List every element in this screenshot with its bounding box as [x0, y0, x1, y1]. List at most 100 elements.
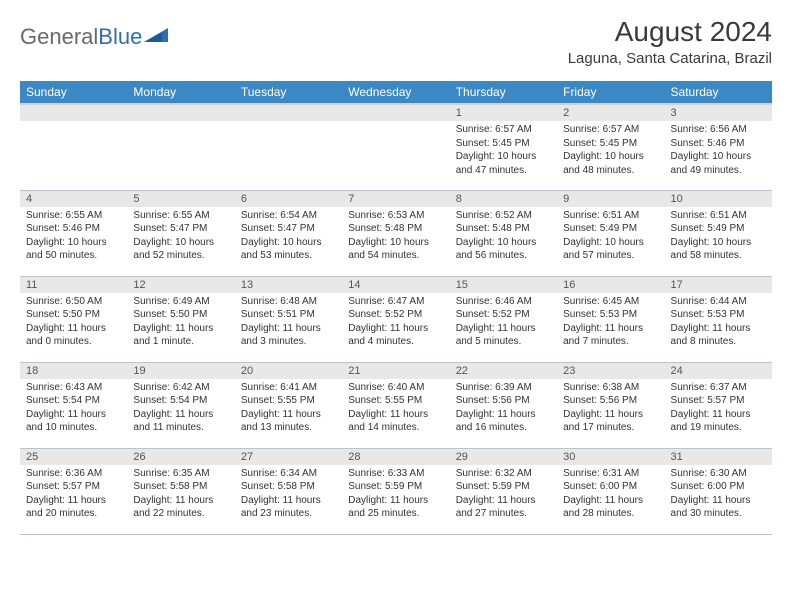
sunrise-text: Sunrise: 6:38 AM: [563, 381, 658, 395]
day-number: 30: [557, 449, 664, 465]
daylight-text: Daylight: 11 hours and 22 minutes.: [133, 494, 228, 521]
day-content: Sunrise: 6:43 AMSunset: 5:54 PMDaylight:…: [20, 379, 127, 439]
sunrise-text: Sunrise: 6:57 AM: [563, 123, 658, 137]
calendar-cell: 16Sunrise: 6:45 AMSunset: 5:53 PMDayligh…: [557, 276, 664, 362]
day-content: Sunrise: 6:50 AMSunset: 5:50 PMDaylight:…: [20, 293, 127, 353]
day-number: 15: [450, 277, 557, 293]
sunrise-text: Sunrise: 6:50 AM: [26, 295, 121, 309]
day-number: 3: [665, 105, 772, 121]
calendar-cell: 5Sunrise: 6:55 AMSunset: 5:47 PMDaylight…: [127, 190, 234, 276]
sunset-text: Sunset: 5:52 PM: [456, 308, 551, 322]
sunrise-text: Sunrise: 6:39 AM: [456, 381, 551, 395]
calendar-cell: 9Sunrise: 6:51 AMSunset: 5:49 PMDaylight…: [557, 190, 664, 276]
day-content: Sunrise: 6:36 AMSunset: 5:57 PMDaylight:…: [20, 465, 127, 525]
calendar-cell: 29Sunrise: 6:32 AMSunset: 5:59 PMDayligh…: [450, 448, 557, 534]
day-number: [342, 105, 449, 121]
sunrise-text: Sunrise: 6:33 AM: [348, 467, 443, 481]
sunrise-text: Sunrise: 6:40 AM: [348, 381, 443, 395]
day-content: Sunrise: 6:31 AMSunset: 6:00 PMDaylight:…: [557, 465, 664, 525]
calendar-row: 1Sunrise: 6:57 AMSunset: 5:45 PMDaylight…: [20, 104, 772, 190]
sunrise-text: Sunrise: 6:34 AM: [241, 467, 336, 481]
sunset-text: Sunset: 5:49 PM: [563, 222, 658, 236]
daylight-text: Daylight: 11 hours and 28 minutes.: [563, 494, 658, 521]
day-content: [235, 121, 342, 127]
day-number: [235, 105, 342, 121]
sunset-text: Sunset: 5:48 PM: [456, 222, 551, 236]
calendar-cell: 20 Sunrise: 6:41 AMSunset: 5:55 PMDayligh…: [235, 362, 342, 448]
day-number: 12: [127, 277, 234, 293]
day-content: Sunrise: 6:56 AMSunset: 5:46 PMDaylight:…: [665, 121, 772, 181]
day-number: 2: [557, 105, 664, 121]
sunrise-text: Sunrise: 6:52 AM: [456, 209, 551, 223]
day-number: 31: [665, 449, 772, 465]
weekday-header: Monday: [127, 81, 234, 104]
calendar-cell: [20, 104, 127, 190]
calendar-cell: 24Sunrise: 6:37 AMSunset: 5:57 PMDayligh…: [665, 362, 772, 448]
calendar-cell: 17Sunrise: 6:44 AMSunset: 5:53 PMDayligh…: [665, 276, 772, 362]
sunset-text: Sunset: 5:54 PM: [26, 394, 121, 408]
day-content: Sunrise: 6:52 AMSunset: 5:48 PMDaylight:…: [450, 207, 557, 267]
daylight-text: Daylight: 11 hours and 0 minutes.: [26, 322, 121, 349]
sunset-text: Sunset: 5:49 PM: [671, 222, 766, 236]
day-content: Sunrise: 6:40 AMSunset: 5:55 PMDaylight:…: [342, 379, 449, 439]
sunrise-text: Sunrise: 6:32 AM: [456, 467, 551, 481]
sunrise-text: Sunrise: 6:51 AM: [563, 209, 658, 223]
location: Laguna, Santa Catarina, Brazil: [568, 50, 772, 67]
day-number: 23: [557, 363, 664, 379]
sunset-text: Sunset: 5:45 PM: [456, 137, 551, 151]
day-content: Sunrise: 6:39 AMSunset: 5:56 PMDaylight:…: [450, 379, 557, 439]
calendar-cell: [342, 104, 449, 190]
daylight-text: Daylight: 11 hours and 13 minutes.: [241, 408, 336, 435]
day-number: 28: [342, 449, 449, 465]
sunrise-text: Sunrise: 6:41 AM: [241, 381, 336, 395]
sunset-text: Sunset: 5:53 PM: [671, 308, 766, 322]
weekday-header: Thursday: [450, 81, 557, 104]
sunrise-text: Sunrise: 6:43 AM: [26, 381, 121, 395]
day-content: Sunrise: 6:53 AMSunset: 5:48 PMDaylight:…: [342, 207, 449, 267]
sunset-text: Sunset: 5:47 PM: [133, 222, 228, 236]
sunrise-text: Sunrise: 6:42 AM: [133, 381, 228, 395]
day-content: Sunrise: 6:32 AMSunset: 5:59 PMDaylight:…: [450, 465, 557, 525]
sunset-text: Sunset: 6:00 PM: [563, 480, 658, 494]
sunrise-text: Sunrise: 6:31 AM: [563, 467, 658, 481]
daylight-text: Daylight: 11 hours and 25 minutes.: [348, 494, 443, 521]
day-number: 7: [342, 191, 449, 207]
header: GeneralBlue August 2024 Laguna, Santa Ca…: [20, 16, 772, 67]
sunset-text: Sunset: 5:50 PM: [26, 308, 121, 322]
calendar-cell: 18Sunrise: 6:43 AMSunset: 5:54 PMDayligh…: [20, 362, 127, 448]
daylight-text: Daylight: 10 hours and 54 minutes.: [348, 236, 443, 263]
calendar-cell: 30Sunrise: 6:31 AMSunset: 6:00 PMDayligh…: [557, 448, 664, 534]
calendar-cell: 11Sunrise: 6:50 AMSunset: 5:50 PMDayligh…: [20, 276, 127, 362]
daylight-text: Daylight: 10 hours and 49 minutes.: [671, 150, 766, 177]
calendar-cell: 21Sunrise: 6:40 AMSunset: 5:55 PMDayligh…: [342, 362, 449, 448]
daylight-text: Daylight: 10 hours and 56 minutes.: [456, 236, 551, 263]
sunset-text: Sunset: 5:57 PM: [26, 480, 121, 494]
weekday-header: Saturday: [665, 81, 772, 104]
sunset-text: Sunset: 5:53 PM: [563, 308, 658, 322]
sunrise-text: Sunrise: 6:30 AM: [671, 467, 766, 481]
day-number: 4: [20, 191, 127, 207]
calendar-cell: 25Sunrise: 6:36 AMSunset: 5:57 PMDayligh…: [20, 448, 127, 534]
sunrise-text: Sunrise: 6:36 AM: [26, 467, 121, 481]
daylight-text: Daylight: 11 hours and 4 minutes.: [348, 322, 443, 349]
day-number: 9: [557, 191, 664, 207]
title-block: August 2024 Laguna, Santa Catarina, Braz…: [568, 16, 772, 67]
calendar-cell: 1Sunrise: 6:57 AMSunset: 5:45 PMDaylight…: [450, 104, 557, 190]
calendar-body: 1Sunrise: 6:57 AMSunset: 5:45 PMDaylight…: [20, 104, 772, 534]
day-number: 8: [450, 191, 557, 207]
day-number: 25: [20, 449, 127, 465]
day-number: 20: [235, 363, 342, 379]
sunrise-text: Sunrise: 6:57 AM: [456, 123, 551, 137]
day-content: Sunrise: 6:57 AMSunset: 5:45 PMDaylight:…: [450, 121, 557, 181]
sunrise-text: Sunrise: 6:55 AM: [133, 209, 228, 223]
daylight-text: Daylight: 11 hours and 20 minutes.: [26, 494, 121, 521]
day-content: Sunrise: 6:33 AMSunset: 5:59 PMDaylight:…: [342, 465, 449, 525]
day-content: Sunrise: 6:37 AMSunset: 5:57 PMDaylight:…: [665, 379, 772, 439]
month-title: August 2024: [568, 16, 772, 48]
calendar-cell: 12Sunrise: 6:49 AMSunset: 5:50 PMDayligh…: [127, 276, 234, 362]
day-number: 14: [342, 277, 449, 293]
sunset-text: Sunset: 5:55 PM: [241, 394, 336, 408]
day-number: 5: [127, 191, 234, 207]
sunset-text: Sunset: 5:59 PM: [456, 480, 551, 494]
calendar-cell: [235, 104, 342, 190]
